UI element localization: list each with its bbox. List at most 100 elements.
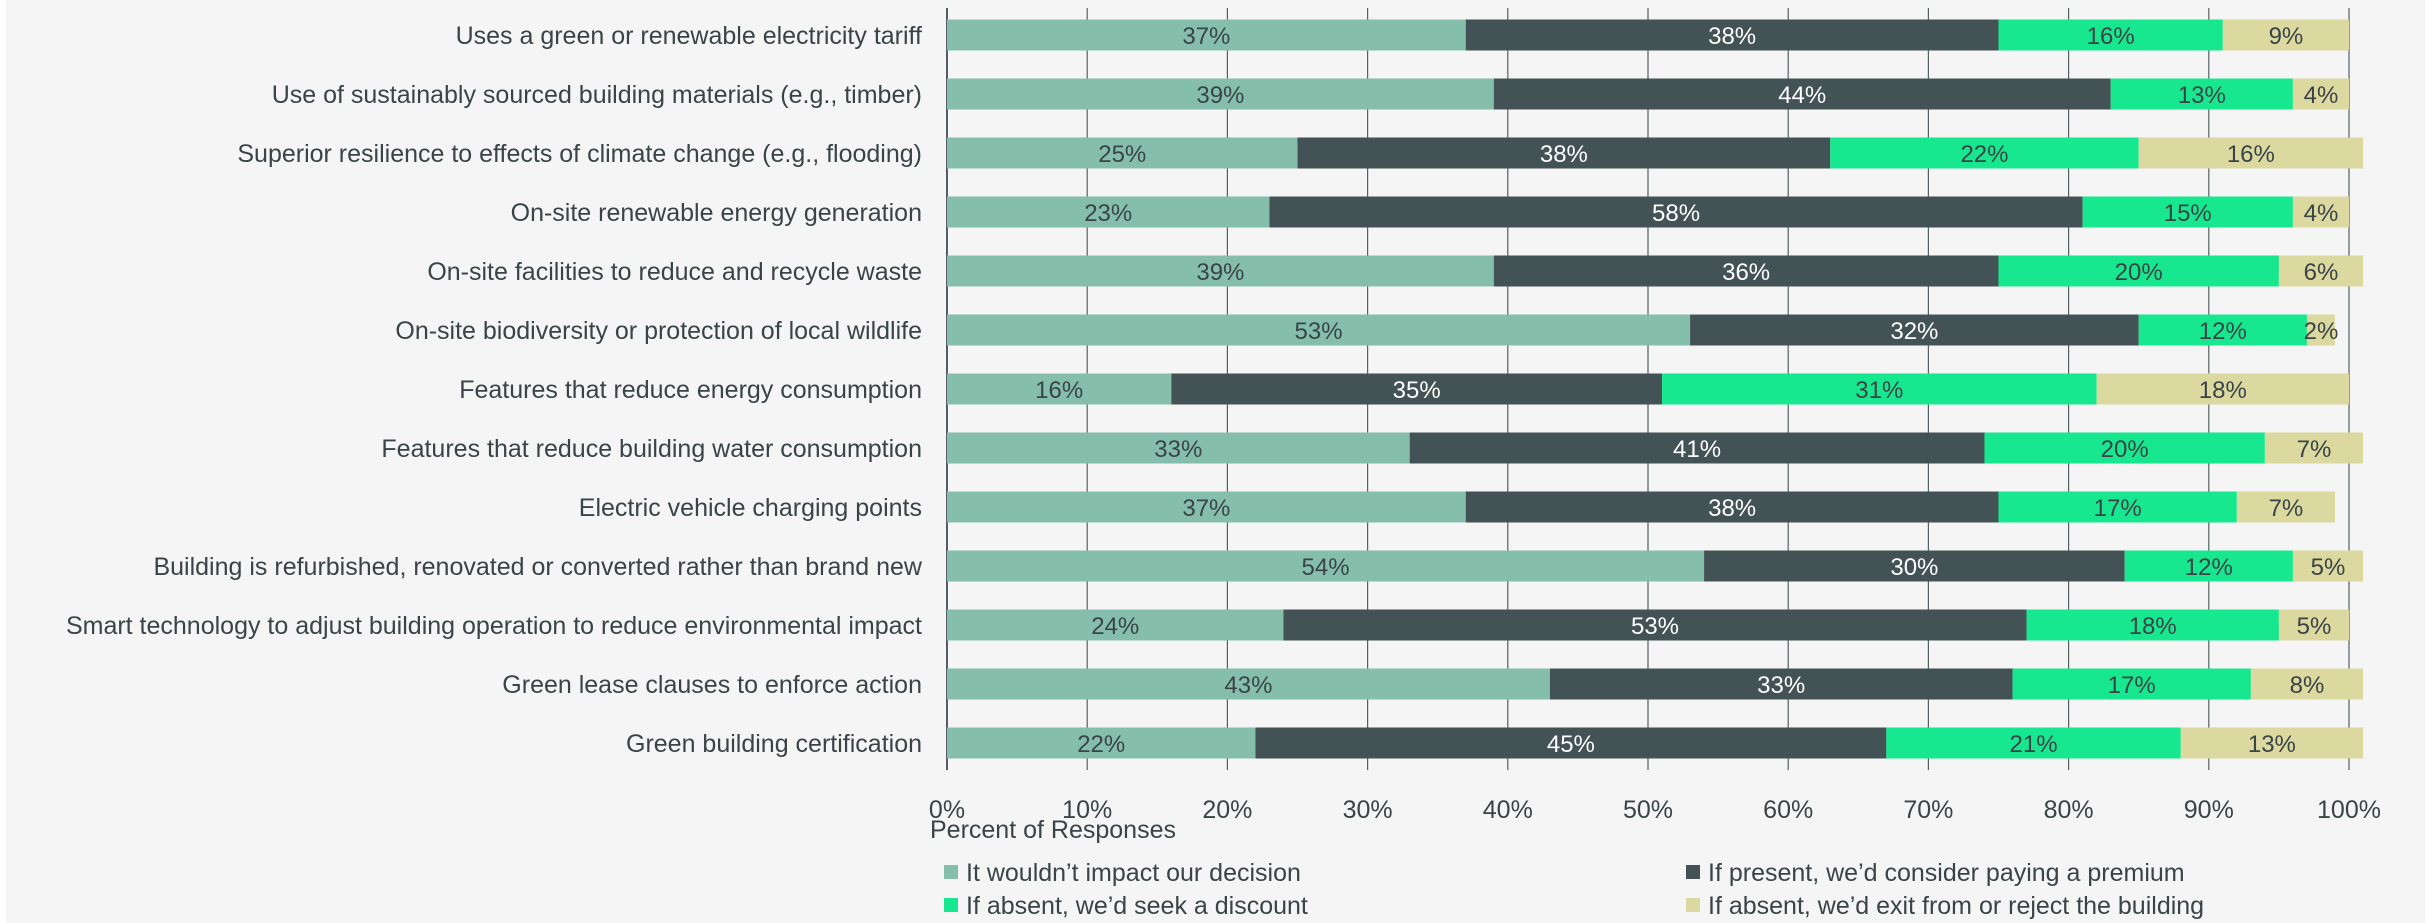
bar-segment xyxy=(2264,432,2364,464)
bar-segment xyxy=(2180,727,2364,759)
legend-swatch xyxy=(944,898,958,912)
bar-segment xyxy=(2110,78,2293,110)
data-label: 37% xyxy=(1182,23,1230,50)
category-label: On-site biodiversity or protection of lo… xyxy=(395,317,922,345)
bar-segment xyxy=(1269,196,2083,228)
data-label: 20% xyxy=(2115,259,2163,286)
bar-segment xyxy=(947,668,1550,700)
bar-segment xyxy=(1297,137,1831,169)
category-label: Features that reduce building water cons… xyxy=(381,435,922,463)
bar-segment xyxy=(1998,19,2223,51)
bar-segment xyxy=(947,255,1494,287)
data-label: 8% xyxy=(2290,672,2325,699)
bar-segment xyxy=(2096,373,2349,405)
data-label: 24% xyxy=(1091,613,1139,640)
x-tick-label: 10% xyxy=(1062,796,1112,824)
category-label: Building is refurbished, renovated or co… xyxy=(153,553,922,581)
chart-container: 37% 38% 16% 9% 39% 44% 13% 4% 25% 38% 22% 16% 23% 58%… xyxy=(6,0,2425,923)
data-label: 17% xyxy=(2094,495,2142,522)
x-tick-label: 20% xyxy=(1202,796,1252,824)
bar-segment xyxy=(1171,373,1663,405)
legend-label: It wouldn’t impact our decision xyxy=(966,859,1301,887)
data-label: 45% xyxy=(1547,731,1595,758)
data-label: 38% xyxy=(1708,23,1756,50)
bar-segment xyxy=(947,609,1284,641)
data-label: 16% xyxy=(2227,141,2275,168)
x-tick-labels: 0% 10% 20% 30% 40% 50% 60% 70% 80% 90% 100% xyxy=(929,796,2381,824)
bar-segment xyxy=(947,314,1691,346)
bar-segment xyxy=(947,19,1466,51)
stacked-bar-chart: 37% 38% 16% 9% 39% 44% 13% 4% 25% 38% 22% 16% 23% 58%… xyxy=(66,8,2381,920)
bars xyxy=(947,19,2364,759)
bar-segment xyxy=(1998,255,2279,287)
legend-swatch xyxy=(1686,865,1700,879)
bar-segment xyxy=(2292,78,2349,110)
x-tick-label: 80% xyxy=(2044,796,2094,824)
data-label: 54% xyxy=(1302,554,1350,581)
data-label: 30% xyxy=(1890,554,1938,581)
legend: It wouldn’t impact our decision If presen… xyxy=(944,859,2204,920)
data-label: 2% xyxy=(2304,318,2339,345)
category-label: Smart technology to adjust building oper… xyxy=(66,612,922,640)
data-label: 13% xyxy=(2178,82,2226,109)
data-label: 33% xyxy=(1154,436,1202,463)
data-label: 4% xyxy=(2304,82,2339,109)
data-label: 5% xyxy=(2297,613,2332,640)
data-label: 58% xyxy=(1652,200,1700,227)
bar-segment xyxy=(2292,196,2349,228)
bar-segment xyxy=(947,432,1410,464)
data-label: 37% xyxy=(1182,495,1230,522)
category-label: On-site renewable energy generation xyxy=(511,199,922,227)
bar-segment xyxy=(947,373,1172,405)
bar-segment xyxy=(947,78,1494,110)
data-label: 7% xyxy=(2269,495,2304,522)
data-label: 13% xyxy=(2248,731,2296,758)
data-label: 9% xyxy=(2269,23,2304,50)
data-label: 36% xyxy=(1722,259,1770,286)
data-label: 38% xyxy=(1708,495,1756,522)
category-label: Uses a green or renewable electricity ta… xyxy=(456,22,922,50)
data-label: 32% xyxy=(1890,318,1938,345)
data-label: 12% xyxy=(2185,554,2233,581)
x-axis-title: Percent of Responses xyxy=(930,816,1176,844)
bar-segment xyxy=(2082,196,2293,228)
bar-segment xyxy=(2138,137,2364,169)
legend-label: If absent, we’d exit from or reject the … xyxy=(1708,892,2204,920)
category-label: Electric vehicle charging points xyxy=(579,494,922,522)
bar-segment xyxy=(2012,668,2251,700)
bar-segment xyxy=(947,491,1466,523)
category-label: Use of sustainably sourced building mate… xyxy=(272,81,922,109)
bar-segment xyxy=(947,137,1298,169)
data-label: 18% xyxy=(2199,377,2247,404)
category-label: Superior resilience to effects of climat… xyxy=(237,140,922,168)
x-tick-label: 90% xyxy=(2184,796,2234,824)
category-label: Green lease clauses to enforce action xyxy=(502,671,922,699)
data-label: 21% xyxy=(2010,731,2058,758)
data-label: 7% xyxy=(2297,436,2332,463)
bar-segment xyxy=(2138,314,2307,346)
bar-segment xyxy=(1493,78,2111,110)
bar-segment xyxy=(1662,373,2097,405)
x-tick-label: 30% xyxy=(1343,796,1393,824)
bar-segment xyxy=(2250,668,2364,700)
x-tick-label: 0% xyxy=(929,796,965,824)
bar-segment xyxy=(1704,550,2125,582)
data-label: 41% xyxy=(1673,436,1721,463)
data-label: 18% xyxy=(2129,613,2177,640)
category-labels: Uses a green or renewable electricity ta… xyxy=(66,22,923,758)
x-tick-label: 70% xyxy=(1903,796,1953,824)
data-label: 33% xyxy=(1757,672,1805,699)
bar-segment xyxy=(1283,609,2027,641)
bar-segment xyxy=(2222,19,2349,51)
bar-segment xyxy=(1493,255,1999,287)
bar-segment xyxy=(947,196,1270,228)
data-label: 35% xyxy=(1393,377,1441,404)
legend-label: If present, we’d consider paying a premi… xyxy=(1708,859,2185,887)
x-tick-label: 100% xyxy=(2317,796,2381,824)
data-label: 25% xyxy=(1098,141,1146,168)
legend-swatch xyxy=(944,865,958,879)
data-label: 16% xyxy=(2087,23,2135,50)
bar-segment xyxy=(1886,727,2181,759)
data-label: 43% xyxy=(1224,672,1272,699)
bar-segment xyxy=(2026,609,2279,641)
